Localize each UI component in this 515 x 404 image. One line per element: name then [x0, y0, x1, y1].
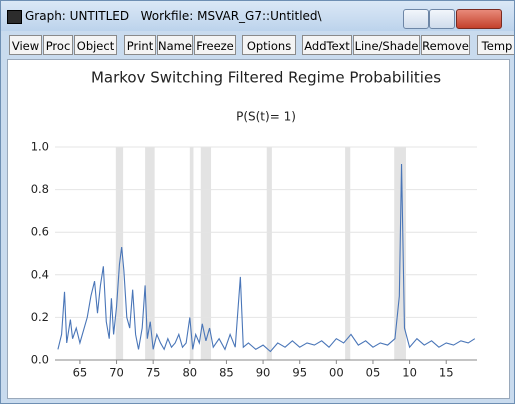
x-tick-label: 05	[366, 366, 381, 380]
maximize-button[interactable]	[429, 9, 455, 29]
x-tick-label: 80	[182, 366, 197, 380]
toolbar-button[interactable]: Options	[242, 35, 296, 55]
toolbar-button[interactable]: Name	[157, 35, 193, 55]
shaded-period	[200, 147, 212, 360]
minimize-button[interactable]	[403, 9, 429, 29]
x-tick-label: 75	[146, 366, 161, 380]
y-tick-label: 0.8	[31, 182, 49, 196]
y-tick-label: 0.2	[31, 310, 49, 324]
toolbar-button[interactable]: Object	[74, 35, 117, 55]
toolbar-button[interactable]: Print	[124, 35, 156, 55]
toolbar-button[interactable]: Line/Shade	[353, 35, 420, 55]
toolbar-button[interactable]: Freeze	[194, 35, 236, 55]
x-tick-label: 90	[256, 366, 271, 380]
y-tick-label: 0.6	[31, 225, 49, 239]
x-tick-label: 00	[329, 366, 344, 380]
toolbar-button[interactable]: View	[9, 35, 42, 55]
shaded-period	[145, 147, 155, 360]
x-tick-label: 95	[292, 366, 307, 380]
graph-panel	[7, 59, 510, 399]
x-tick-label: 70	[109, 366, 124, 380]
toolbar-button[interactable]: AddText	[302, 35, 352, 55]
title-bar: Graph: UNTITLED Workfile: MSVAR_G7::Unti…	[1, 1, 514, 31]
toolbar-button[interactable]: Temp	[477, 35, 514, 55]
app-icon	[7, 10, 22, 24]
shaded-period	[115, 147, 124, 360]
x-tick-label: 85	[219, 366, 234, 380]
toolbar-button[interactable]: Proc	[43, 35, 73, 55]
close-button[interactable]	[456, 9, 502, 29]
shaded-period	[345, 147, 351, 360]
x-tick-label: 65	[73, 366, 88, 380]
toolbar-button[interactable]: Remove	[421, 35, 470, 55]
x-tick-label: 10	[402, 366, 417, 380]
window-title: Graph: UNTITLED Workfile: MSVAR_G7::Unti…	[25, 9, 322, 23]
y-tick-label: 0.4	[31, 267, 49, 281]
shaded-period	[266, 147, 272, 360]
shaded-period	[189, 147, 194, 360]
chart-subtitle: P(S(t)= 1)	[236, 110, 296, 124]
x-tick-label: 15	[439, 366, 454, 380]
data-line	[57, 164, 476, 353]
toolbar: View Proc Object Print Name Freeze Options AddT…	[7, 35, 514, 57]
chart-title: Markov Switching Filtered Regime Probabi…	[91, 69, 441, 87]
y-tick-label: 0.0	[31, 353, 49, 367]
y-tick-label: 1.0	[31, 140, 49, 154]
